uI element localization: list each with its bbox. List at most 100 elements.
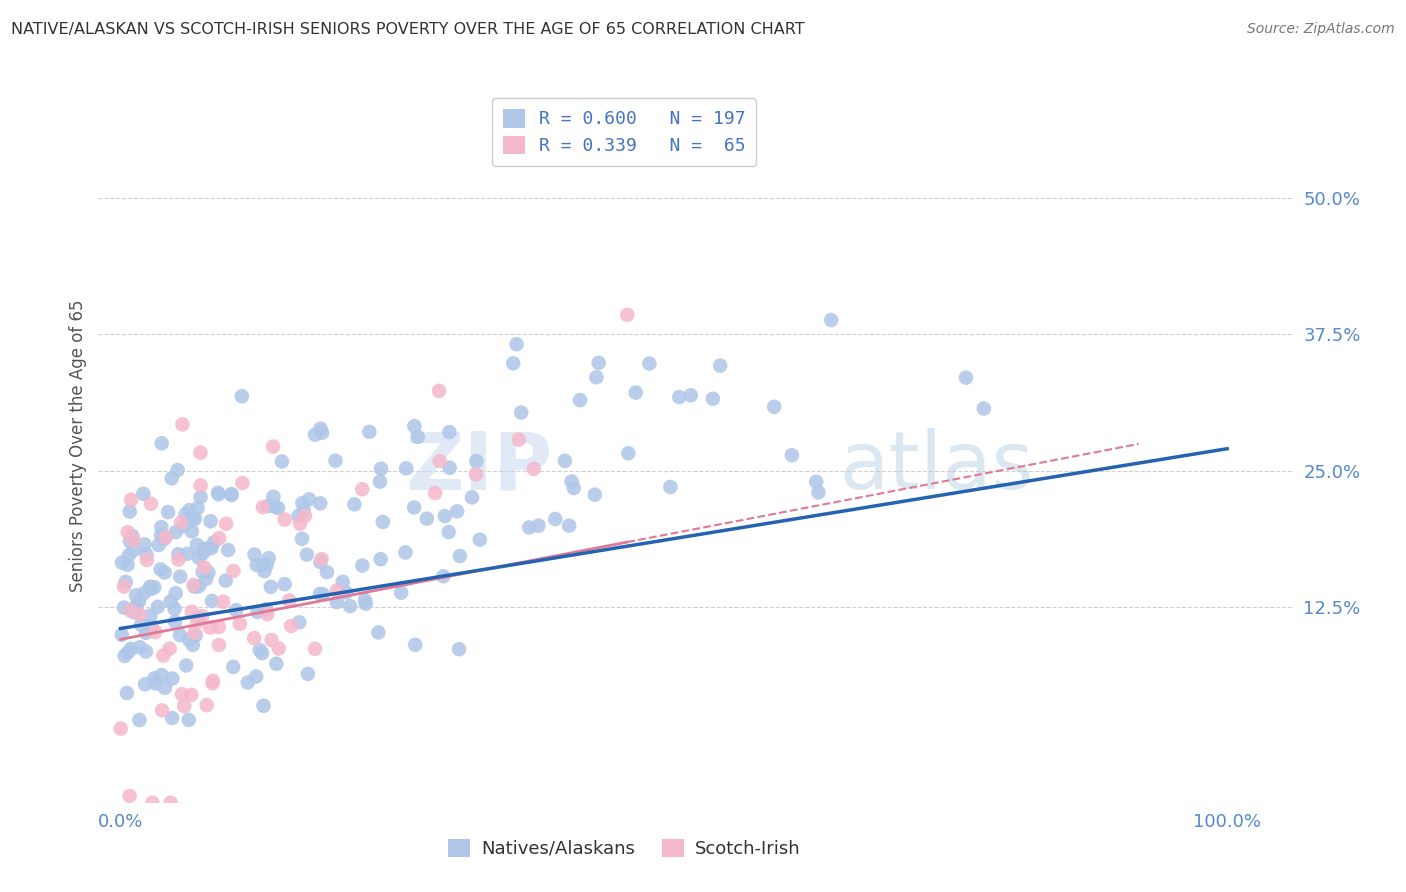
Point (371, 515, 394, 529)
Point (152, 648, 174, 663)
Point (143, 671, 166, 685)
Point (267, 641, 290, 656)
Point (465, 467, 488, 482)
Point (143, 625, 166, 640)
Point (139, 497, 162, 511)
Point (170, 516, 193, 530)
Point (252, 698, 274, 713)
Point (404, 638, 426, 652)
Point (190, 478, 212, 492)
Point (262, 490, 284, 504)
Point (201, 676, 224, 690)
Point (256, 607, 278, 622)
Point (134, 537, 156, 551)
Point (139, 580, 162, 594)
Point (135, 644, 157, 658)
Point (267, 501, 290, 516)
Point (309, 422, 332, 436)
Point (354, 593, 377, 607)
Point (439, 460, 461, 475)
Point (135, 548, 157, 562)
Point (780, 448, 803, 462)
Point (271, 454, 294, 468)
Point (166, 463, 188, 477)
Point (679, 388, 702, 402)
Point (588, 356, 610, 370)
Point (461, 491, 484, 505)
Point (311, 425, 333, 440)
Point (202, 535, 225, 549)
Point (139, 582, 162, 596)
Point (180, 524, 202, 539)
Point (173, 519, 195, 533)
Point (246, 558, 269, 572)
Point (617, 446, 640, 460)
Point (112, 600, 135, 615)
Point (141, 796, 163, 810)
Point (439, 425, 461, 439)
Point (167, 552, 190, 566)
Point (180, 605, 202, 619)
Point (257, 499, 280, 513)
Point (288, 516, 311, 531)
Point (135, 625, 157, 640)
Point (201, 594, 224, 608)
Point (370, 461, 392, 475)
Point (585, 370, 607, 384)
Point (184, 580, 207, 594)
Point (222, 660, 245, 674)
Point (236, 675, 259, 690)
Point (174, 658, 197, 673)
Point (121, 529, 143, 543)
Point (225, 603, 247, 617)
Point (406, 430, 429, 444)
Point (616, 308, 638, 322)
Point (709, 359, 731, 373)
Point (183, 626, 205, 640)
Point (256, 558, 278, 572)
Point (148, 538, 170, 552)
Point (468, 533, 491, 547)
Point (146, 599, 169, 614)
Point (527, 518, 550, 533)
Point (326, 583, 349, 598)
Point (150, 703, 173, 717)
Point (332, 574, 354, 589)
Point (252, 558, 274, 572)
Point (243, 548, 266, 562)
Point (316, 565, 339, 579)
Point (200, 541, 222, 555)
Point (169, 569, 191, 583)
Point (187, 610, 209, 624)
Point (308, 587, 330, 601)
Point (624, 385, 647, 400)
Point (243, 631, 266, 645)
Point (134, 677, 156, 691)
Point (295, 548, 318, 562)
Legend: Natives/Alaskans, Scotch-Irish: Natives/Alaskans, Scotch-Irish (441, 831, 807, 865)
Point (309, 555, 332, 569)
Point (184, 511, 207, 525)
Point (190, 490, 212, 504)
Point (638, 357, 661, 371)
Point (191, 609, 214, 624)
Point (201, 673, 224, 688)
Point (186, 615, 208, 629)
Point (262, 440, 284, 454)
Point (278, 593, 301, 607)
Point (668, 390, 690, 404)
Point (433, 509, 456, 524)
Point (165, 615, 187, 629)
Point (291, 532, 314, 546)
Point (449, 549, 471, 563)
Point (174, 508, 197, 522)
Point (132, 487, 155, 501)
Point (159, 796, 181, 810)
Point (294, 508, 316, 523)
Point (343, 497, 366, 511)
Point (280, 619, 302, 633)
Point (111, 628, 134, 642)
Point (120, 603, 142, 617)
Point (304, 641, 326, 656)
Point (257, 551, 280, 566)
